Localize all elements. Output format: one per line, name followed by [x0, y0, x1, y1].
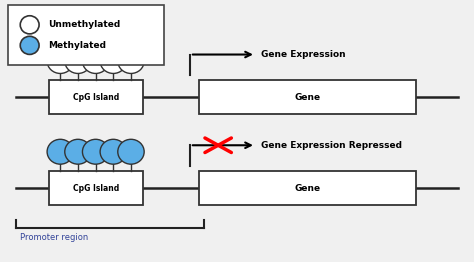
Ellipse shape [20, 36, 39, 54]
Text: Promoter region: Promoter region [20, 233, 89, 242]
Text: Gene: Gene [295, 93, 321, 102]
Ellipse shape [47, 48, 73, 73]
Ellipse shape [82, 139, 109, 164]
FancyBboxPatch shape [48, 80, 143, 114]
Ellipse shape [100, 48, 127, 73]
Text: Gene Expression: Gene Expression [261, 50, 345, 59]
Ellipse shape [118, 139, 144, 164]
Text: CpG Island: CpG Island [73, 93, 119, 102]
FancyBboxPatch shape [9, 5, 164, 65]
FancyBboxPatch shape [48, 171, 143, 205]
Ellipse shape [47, 139, 73, 164]
Ellipse shape [20, 16, 39, 34]
Text: Gene: Gene [295, 183, 321, 193]
Text: Methylated: Methylated [48, 41, 107, 50]
Ellipse shape [65, 139, 91, 164]
Ellipse shape [100, 139, 127, 164]
Text: Unmethylated: Unmethylated [48, 20, 121, 29]
FancyBboxPatch shape [199, 171, 416, 205]
Ellipse shape [65, 48, 91, 73]
Ellipse shape [118, 48, 144, 73]
Ellipse shape [82, 48, 109, 73]
FancyBboxPatch shape [199, 80, 416, 114]
Text: CpG Island: CpG Island [73, 183, 119, 193]
Text: Gene Expression Repressed: Gene Expression Repressed [261, 141, 401, 150]
